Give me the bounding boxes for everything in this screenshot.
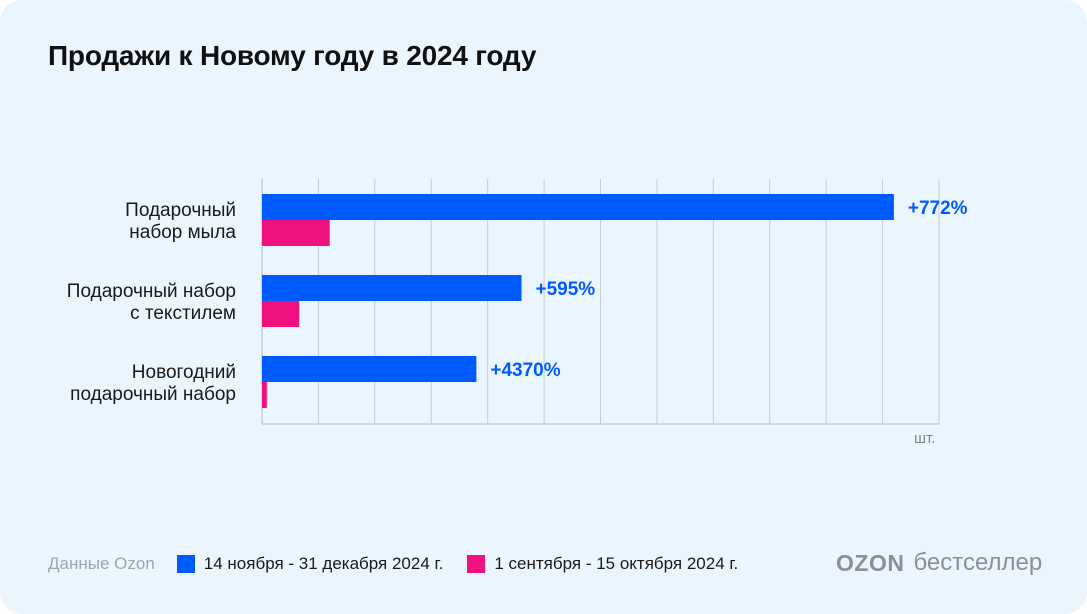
bar-previous-3 [262, 382, 267, 408]
category-label-3: Новогодний подарочный набор [6, 362, 236, 406]
ozon-logo: OZON [836, 549, 905, 576]
category-label-line: Новогодний [131, 362, 236, 383]
bar-previous-1 [262, 220, 330, 246]
chart-title: Продажи к Новому году в 2024 году [48, 40, 537, 71]
category-label-line: подарочный набор [70, 384, 236, 405]
legend-label-series-2: 1 сентября - 15 октября 2024 г. [494, 554, 739, 573]
bar-current-2 [262, 275, 522, 301]
category-label-line: Подарочный набор [66, 281, 236, 302]
legend-label-series-1: 14 ноября - 31 декабря 2024 г. [203, 554, 444, 573]
brand-text: бестселлер [913, 549, 1043, 576]
bar-previous-2 [262, 301, 300, 327]
category-label-1: Подарочный набор мыла [6, 200, 236, 244]
legend-item-series-1: 14 ноября - 31 декабря 2024 г. [176, 554, 444, 574]
data-label-1: +772% [908, 198, 968, 219]
category-label-line: набор мыла [129, 222, 236, 243]
category-label-line: Подарочный [125, 200, 236, 221]
data-label-2: +595% [536, 279, 596, 300]
data-label-3: +4370% [490, 360, 560, 381]
legend-swatch-series-2 [467, 555, 486, 573]
legend-swatch-series-1 [176, 555, 195, 573]
chart-footer: Данные Ozon 14 ноября - 31 декабря 2024 … [48, 552, 762, 576]
legend-item-series-2: 1 сентября - 15 октября 2024 г. [467, 554, 738, 574]
data-source: Данные Ozon [48, 554, 155, 573]
ozon-bestseller-logo: OZON бестселлер [836, 548, 1042, 578]
category-label-2: Подарочный набор с текстилем [6, 281, 236, 325]
bar-current-1 [262, 194, 894, 220]
x-axis-unit-label: шт. [914, 430, 935, 447]
category-label-line: с текстилем [130, 303, 236, 324]
bar-current-3 [262, 356, 477, 382]
